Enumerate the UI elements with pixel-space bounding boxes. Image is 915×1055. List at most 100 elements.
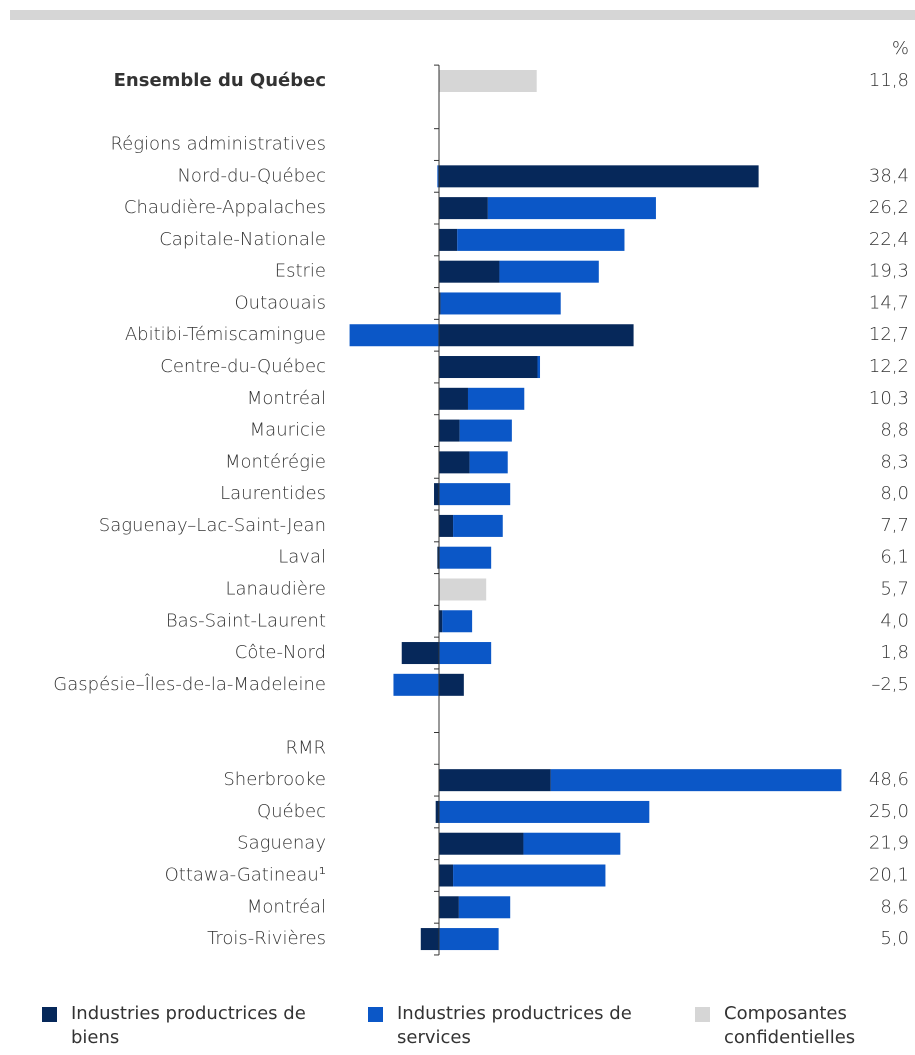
category-label: Ottawa-Gatineau¹ <box>165 865 326 886</box>
legend-item: Composantes confidentielles <box>695 1002 894 1050</box>
legend-label: Industries productrices de services <box>397 1003 632 1048</box>
category-label: Québec <box>257 801 326 822</box>
total-label: 12,2 <box>869 356 909 377</box>
bar-segment <box>499 260 599 283</box>
category-label: Centre-du-Québec <box>160 356 326 377</box>
category-label: Abitibi-Témiscamingue <box>125 324 326 345</box>
category-label: Nord-du-Québec <box>177 165 326 186</box>
total-label: 21,9 <box>869 833 909 854</box>
bar-segment <box>439 578 487 601</box>
legend-swatch <box>368 1007 383 1022</box>
total-label: 48,6 <box>869 769 909 790</box>
bar-segment <box>453 514 503 537</box>
bar-segment <box>439 832 524 855</box>
legend-label: Industries productrices de biens <box>71 1003 306 1048</box>
bar-segment <box>439 387 468 410</box>
category-label: Chaudière-Appalaches <box>124 197 326 218</box>
total-label: 7,7 <box>880 515 909 536</box>
total-label: 4,0 <box>880 610 909 631</box>
total-label: 19,3 <box>869 261 909 282</box>
category-label: Gaspésie–Îles-de-la-Madeleine <box>53 673 326 695</box>
category-label: Lanaudière <box>226 578 327 599</box>
total-label: 5,0 <box>880 928 909 949</box>
total-label: 11,8 <box>869 70 909 91</box>
category-label: Saguenay <box>237 833 326 854</box>
category-label: Mauricie <box>250 420 326 441</box>
bar-segment <box>469 451 508 474</box>
group-heading: RMR <box>285 737 326 758</box>
category-label: Montérégie <box>225 451 326 472</box>
bar-segment <box>457 228 625 251</box>
bar-segment <box>459 419 512 442</box>
bar-segment <box>349 324 439 347</box>
bar-segment <box>439 642 492 665</box>
category-label: Saguenay–Lac-Saint-Jean <box>99 515 326 536</box>
total-label: 8,6 <box>880 896 909 917</box>
total-label: 5,7 <box>880 578 909 599</box>
bar-segment <box>439 324 634 347</box>
total-label: 8,8 <box>880 420 909 441</box>
total-label: 8,0 <box>880 483 909 504</box>
category-label: Laval <box>278 547 326 568</box>
bar-segment <box>487 197 656 220</box>
category-label: Capitale-Nationale <box>159 229 326 250</box>
bar-segment <box>439 356 538 379</box>
bar-segment <box>439 260 500 283</box>
bar-segment <box>467 387 525 410</box>
bar-segment <box>437 165 439 188</box>
total-label: 12,7 <box>869 324 909 345</box>
bar-segment <box>439 483 511 506</box>
bar-segment <box>439 292 441 315</box>
total-label: 38,4 <box>869 165 909 186</box>
bar-segment <box>439 896 459 919</box>
total-label: 14,7 <box>869 292 909 313</box>
bar-segment <box>537 356 541 379</box>
bar-segment <box>439 419 460 442</box>
bar-segment <box>420 928 439 951</box>
bar-segment <box>439 769 551 792</box>
category-label: Bas-Saint-Laurent <box>166 610 326 631</box>
category-label: Laurentides <box>220 483 326 504</box>
bar-segment <box>439 451 470 474</box>
legend-item: Industries productrices de services <box>368 1002 637 1050</box>
bar-segment <box>439 228 458 251</box>
group-heading: Régions administratives <box>110 134 326 155</box>
bar-segment <box>439 546 492 569</box>
total-label: 25,0 <box>869 801 909 822</box>
legend: Industries productrices de biens Industri… <box>0 1002 915 1054</box>
total-label: 26,2 <box>869 197 909 218</box>
total-label: 22,4 <box>869 229 909 250</box>
bar-segment <box>439 514 454 537</box>
bar-segment <box>523 832 621 855</box>
bar-segment <box>440 292 561 315</box>
category-label: Côte-Nord <box>235 642 326 663</box>
total-label: 1,8 <box>880 642 909 663</box>
chart: % Ensemble du Québec 11,8 Régions administ… <box>10 10 915 956</box>
bar-segment <box>439 610 443 633</box>
bar-segment <box>439 928 499 951</box>
bar-segment <box>439 673 464 696</box>
bar-segment <box>442 610 473 633</box>
bar-segment <box>439 197 488 220</box>
bar-segment <box>453 864 606 887</box>
bar-segment <box>439 70 537 92</box>
bar-segment <box>401 642 439 665</box>
bar-segment <box>550 769 842 792</box>
top-rule <box>10 10 915 20</box>
total-label: 20,1 <box>869 865 909 886</box>
legend-label: Composantes confidentielles <box>724 1003 856 1048</box>
bar-segment <box>434 483 439 506</box>
legend-item: Industries productrices de biens <box>42 1002 311 1050</box>
category-label: Montréal <box>247 388 326 409</box>
bar-segment <box>393 673 439 696</box>
category-label: Montréal <box>247 896 326 917</box>
total-label: 8,3 <box>880 451 909 472</box>
total-label: –2,5 <box>871 674 909 695</box>
category-label: Trois-Rivières <box>207 928 326 949</box>
legend-swatch <box>42 1007 57 1022</box>
total-label: 10,3 <box>869 388 909 409</box>
legend-swatch <box>695 1007 710 1022</box>
category-label: Ensemble du Québec <box>114 70 326 91</box>
category-label: Sherbrooke <box>223 769 326 790</box>
bar-segment <box>439 165 759 188</box>
